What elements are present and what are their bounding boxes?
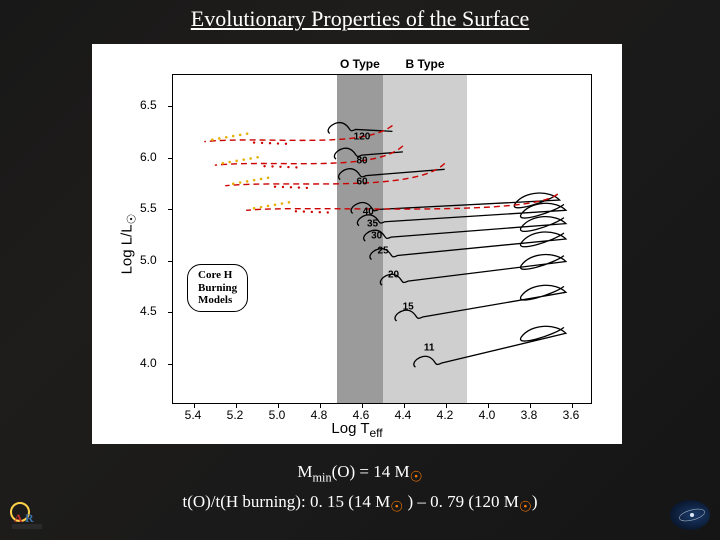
y-tick: 6.0 — [140, 150, 157, 164]
b-type-label: B Type — [405, 57, 444, 71]
x-tick: 3.6 — [563, 408, 580, 422]
o-type-label: O Type — [340, 57, 380, 71]
x-tick: 4.2 — [437, 408, 454, 422]
page-title: Evolutionary Properties of the Surface — [0, 6, 720, 32]
mass-label: 35 — [367, 218, 378, 229]
x-tick: 4.6 — [353, 408, 370, 422]
mass-label: 11 — [424, 343, 435, 354]
slide: Evolutionary Properties of the Surface O… — [0, 0, 720, 540]
bottom-equation-1: Mmin(O) = 14 M☉ — [0, 462, 720, 486]
svg-text:A: A — [14, 511, 23, 525]
y-tick: 4.5 — [140, 304, 157, 318]
y-tick: 4.0 — [140, 356, 157, 370]
x-tick: 4.8 — [311, 408, 328, 422]
y-tick: 6.5 — [140, 98, 157, 112]
mass-label: 20 — [388, 270, 399, 281]
y-tick: 5.0 — [140, 253, 157, 267]
mass-label: 30 — [371, 230, 382, 241]
mass-label: 80 — [356, 155, 367, 166]
mass-label: 60 — [356, 177, 367, 188]
x-tick: 5.4 — [185, 408, 202, 422]
plot-area: O Type B Type 120806040353025201511 — [172, 74, 592, 404]
mass-label: 120 — [354, 131, 371, 142]
core-h-annotation: Core HBurningModels — [187, 264, 248, 312]
x-tick: 5.2 — [227, 408, 244, 422]
y-axis-label: Log L/L☉ — [118, 214, 138, 275]
y-tick: 5.5 — [140, 201, 157, 215]
x-axis-label: Log Teff — [92, 420, 622, 440]
x-tick: 3.8 — [521, 408, 538, 422]
mass-label: 15 — [403, 302, 414, 313]
mass-label: 40 — [363, 207, 374, 218]
x-tick: 5.0 — [269, 408, 286, 422]
x-tick: 4.4 — [395, 408, 412, 422]
institute-logo — [670, 500, 710, 530]
svg-text:R: R — [25, 511, 34, 525]
x-tick: 4.0 — [479, 408, 496, 422]
oar-logo: A R — [10, 500, 44, 530]
mass-label: 25 — [377, 246, 388, 257]
bottom-equation-2: t(O)/t(H burning): 0. 15 (14 M☉ ) – 0. 7… — [0, 492, 720, 516]
chart-panel: O Type B Type 120 80 60 403530 25 20 15 11 Core… — [92, 44, 622, 444]
